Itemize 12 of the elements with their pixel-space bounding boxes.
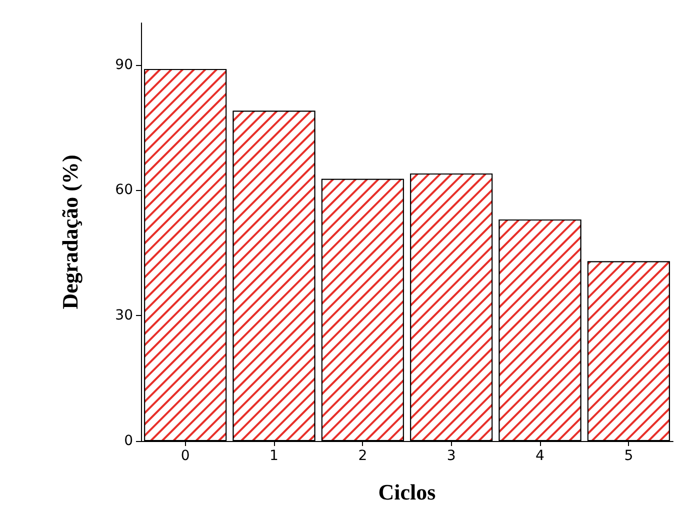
y-tick-label: 30 — [115, 308, 133, 324]
x-tick-label: 0 — [180, 448, 190, 464]
x-axis-title: Ciclos — [378, 480, 436, 504]
x-tick-label: 3 — [446, 448, 456, 464]
x-tick-label: 4 — [536, 448, 545, 464]
y-tick-label: 90 — [115, 56, 133, 73]
y-tick-label: 60 — [115, 182, 133, 198]
x-tick-label: 5 — [624, 448, 634, 464]
x-tick-label: 1 — [270, 448, 278, 464]
y-axis-title: Degradação (%) — [58, 154, 82, 310]
x-tick-label: 2 — [358, 448, 368, 464]
y-tick-label: 0 — [124, 433, 133, 449]
